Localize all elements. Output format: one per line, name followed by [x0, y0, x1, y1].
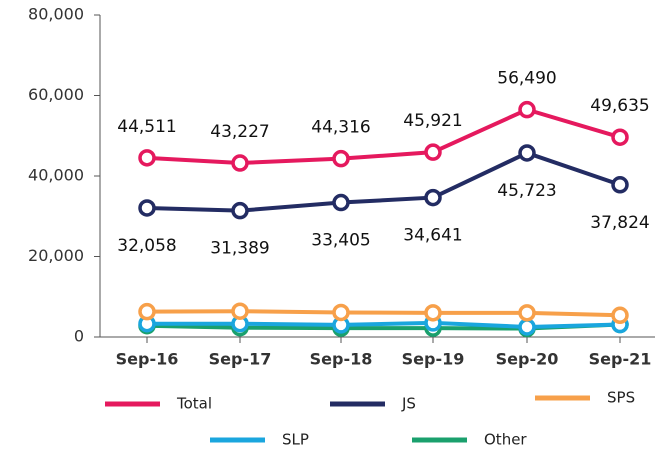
- point-marker: [611, 306, 629, 325]
- point-marker: [424, 143, 442, 161]
- series-line: [146, 107, 621, 166]
- data-label: 33,405: [311, 231, 370, 251]
- x-tick-label: Sep-17: [209, 350, 272, 369]
- point-marker: [138, 302, 156, 321]
- x-tick-label: Sep-21: [589, 350, 652, 369]
- point-marker: [611, 176, 629, 194]
- data-label: 56,490: [497, 69, 556, 89]
- data-label: 32,058: [117, 236, 176, 256]
- y-tick-label: 80,000: [28, 5, 84, 24]
- point-marker: [332, 193, 350, 212]
- point-marker: [424, 188, 442, 207]
- data-label: 43,227: [210, 122, 269, 142]
- point-marker: [611, 128, 629, 146]
- data-label: 31,389: [210, 239, 269, 259]
- x-tick-label: Sep-19: [402, 350, 465, 369]
- x-tick-label: Sep-20: [496, 350, 559, 369]
- point-marker: [518, 304, 536, 322]
- legend-label: Other: [484, 431, 527, 449]
- data-label: 49,635: [590, 96, 649, 116]
- legend-label: SPS: [607, 389, 635, 407]
- data-label: 45,921: [403, 111, 462, 131]
- point-marker: [518, 100, 536, 119]
- point-marker: [518, 318, 536, 336]
- data-label: 34,641: [403, 226, 462, 246]
- y-tick-label: 40,000: [28, 166, 84, 185]
- point-marker: [332, 303, 350, 322]
- series-line: [147, 320, 621, 329]
- legend-label: Total: [176, 395, 212, 413]
- series-line: [146, 150, 621, 213]
- y-tick-label: 60,000: [28, 85, 84, 104]
- point-marker: [231, 302, 249, 320]
- data-label: 44,511: [117, 117, 176, 137]
- legend-label: SLP: [282, 431, 309, 449]
- legend-label: JS: [401, 395, 416, 413]
- point-marker: [332, 149, 350, 168]
- point-marker: [424, 304, 442, 322]
- x-tick-label: Sep-18: [310, 350, 373, 369]
- data-label: 44,316: [311, 118, 370, 138]
- y-tick-label: 0: [74, 327, 84, 346]
- series-line: [146, 309, 621, 318]
- point-marker: [518, 144, 536, 162]
- y-tick-label: 20,000: [28, 246, 84, 265]
- point-marker: [138, 149, 156, 167]
- point-marker: [138, 199, 156, 217]
- x-tick-label: Sep-16: [116, 350, 179, 369]
- point-marker: [231, 201, 249, 220]
- point-marker: [231, 154, 249, 172]
- data-label: 45,723: [497, 181, 556, 201]
- data-label: 37,824: [590, 213, 649, 233]
